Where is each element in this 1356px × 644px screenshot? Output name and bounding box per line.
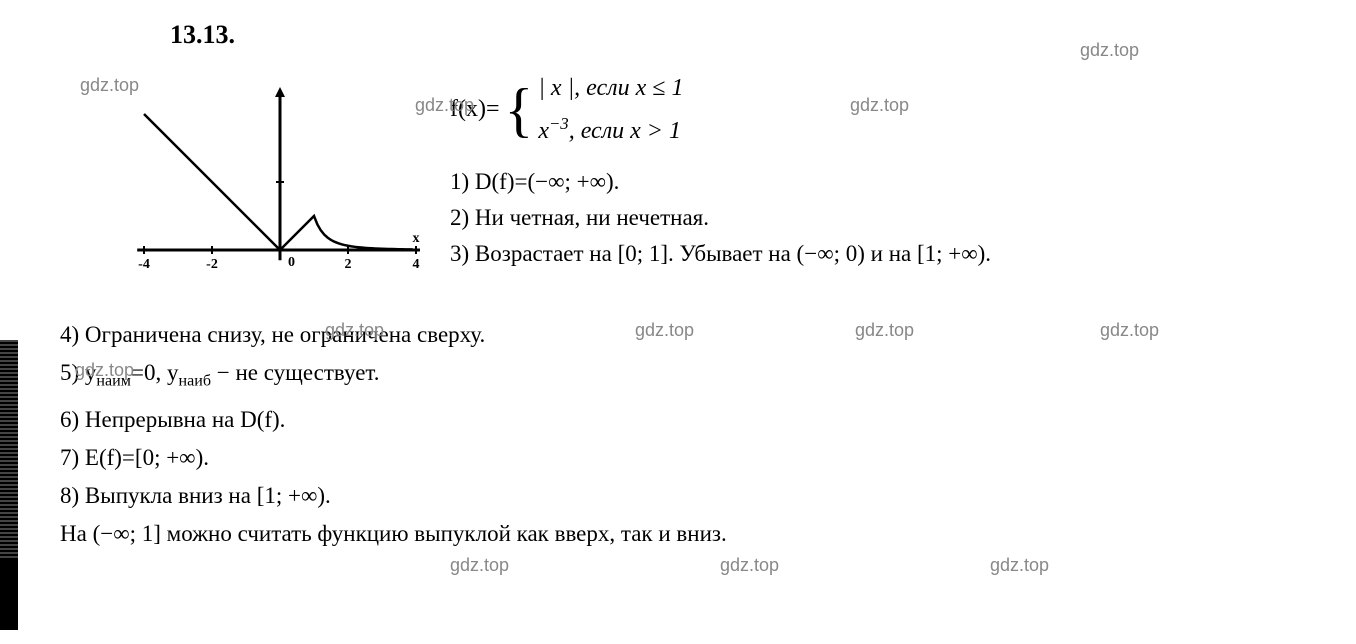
problem-number: 13.13. bbox=[170, 20, 1326, 50]
case-2: x−3, если x > 1 bbox=[538, 106, 683, 149]
item-4: 4) Ограничена снизу, не ограничена сверх… bbox=[60, 316, 1326, 354]
fx-label: f(x)= bbox=[450, 96, 500, 123]
function-graph: -4 -2 0 2 4 x bbox=[50, 60, 420, 290]
svg-text:0: 0 bbox=[288, 255, 295, 270]
svg-text:x: x bbox=[413, 231, 420, 246]
item-1: 1) D(f)=(−∞; +∞). bbox=[450, 164, 1326, 200]
function-definition: f(x)= { | x |, если x ≤ 1 x−3, если x > … bbox=[450, 70, 1326, 149]
case-1: | x |, если x ≤ 1 bbox=[538, 70, 683, 106]
item-6: 6) Непрерывна на D(f). bbox=[60, 401, 1326, 439]
item-7: 7) E(f)=[0; +∞). bbox=[60, 439, 1326, 477]
final-line: На (−∞; 1] можно считать функцию выпукло… bbox=[60, 515, 1326, 553]
svg-text:4: 4 bbox=[413, 257, 420, 272]
item-8: 8) Выпукла вниз на [1; +∞). bbox=[60, 477, 1326, 515]
svg-text:2: 2 bbox=[345, 257, 352, 272]
item-5: 5) yнаим=0, yнаиб − не существует. bbox=[60, 354, 1326, 401]
item-3: 3) Возрастает на [0; 1]. Убывает на (−∞;… bbox=[450, 236, 1326, 272]
brace-icon: { bbox=[505, 80, 534, 140]
svg-text:-2: -2 bbox=[206, 257, 218, 272]
svg-text:-4: -4 bbox=[138, 257, 150, 272]
item-2: 2) Ни четная, ни нечетная. bbox=[450, 200, 1326, 236]
